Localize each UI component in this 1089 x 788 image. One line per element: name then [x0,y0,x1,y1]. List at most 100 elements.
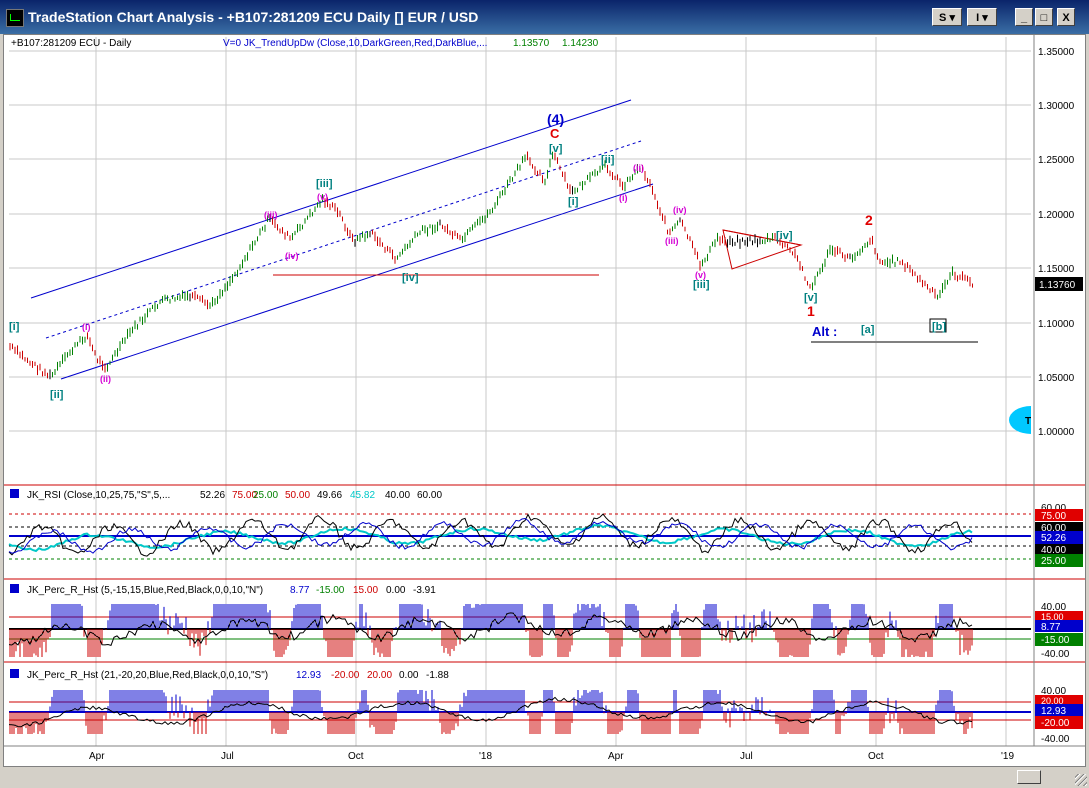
perc-r-1-line[interactable] [8,612,973,647]
perc-r-1-histogram[interactable] [9,604,973,657]
price-tick: 1.35000 [1038,47,1075,58]
symbol-link-s-button[interactable]: S ▾ [932,8,962,26]
perc-r-1-value: -3.91 [413,585,436,596]
perc-r-1-tag-15 [1035,611,1083,620]
perc-r-2-tag-20-text: 20.00 [1041,696,1064,706]
minimize-button[interactable]: _ [1015,8,1033,26]
tradestation-app-icon[interactable] [6,9,24,27]
triangle-upper-line[interactable] [722,229,802,246]
wave-label-v-right-small: (v) [695,270,706,280]
price-tick: 1.30000 [1038,101,1075,112]
time-tick: Oct [348,751,364,762]
rsi-tag-75-text: 75.00 [1041,511,1066,522]
perc-r-1-value: 0.00 [386,585,406,596]
rsi-value: 40.00 [385,490,410,501]
wave-label-1: 1 [807,303,815,319]
wave-label-a: [a] [861,324,875,336]
perc-r-2-tag-m20-text: -20.00 [1041,718,1070,729]
perc-r-pane-1[interactable]: JK_Perc_R_Hst (5,-15,15,Blue,Red,Black,0… [8,584,1083,660]
price-axis[interactable]: 1.35000 1.30000 1.25000 1.20000 1.15000 … [1038,47,1075,438]
perc-r-1-tag-current [1035,620,1083,632]
widget-t-label: T [1025,416,1031,427]
rsi-indicator-icon[interactable] [10,489,19,498]
perc-r-1-value: -15.00 [316,585,345,596]
wave-label-ii-small: (ii) [633,163,644,173]
wave-label-i-mid: [i] [568,196,579,208]
close-button[interactable]: X [1057,8,1075,26]
rsi-smoothed-line[interactable] [8,517,973,554]
time-axis[interactable]: Apr Jul Oct '18 Apr Jul Oct '19 [89,751,1014,762]
resize-grip-icon[interactable] [1075,774,1087,786]
wave-label-iv-triangle: [iv] [776,230,793,242]
rsi-value: 49.66 [317,490,342,501]
perc-r-1-tag-m15 [1035,633,1083,646]
price-tick: 1.25000 [1038,155,1075,166]
upper-channel-line[interactable] [30,99,632,299]
rsi-value: 25.00 [253,490,278,501]
wave-label-ii-left: [ii] [50,389,64,401]
horizontal-scrollbar[interactable] [0,767,1089,788]
perc-r-2-indicator-icon[interactable] [10,669,19,678]
symbol-link-i-button[interactable]: I ▾ [967,8,997,26]
perc-r-1-value: 15.00 [353,585,378,596]
trend-indicator-header: V=0 JK_TrendUpDw (Close,10,DarkGreen,Red… [223,38,487,49]
perc-r-2-value: 20.00 [367,670,392,681]
price-bars[interactable] [9,151,973,380]
minimize-icon: _ [1020,12,1028,24]
perc-r-1-tag-m15-text: -15.00 [1041,635,1070,646]
rsi-tag-60 [1035,522,1083,531]
price-tick: 1.00000 [1038,427,1075,438]
wave-label-ii-top: [ii] [601,154,615,166]
wave-label-iii-small: (iii) [264,210,278,220]
rsi-value: 60.00 [417,490,442,501]
wave-label-iv-small: (iv) [285,251,299,261]
alt-label: Alt : [812,324,837,339]
perc-r-2-axis-bottom: -40.00 [1041,734,1070,745]
wave-label-iv-right: (iv) [673,205,687,215]
perc-r-1-tag-current-text: 8.77 [1041,622,1061,633]
time-tick: Jul [740,751,753,762]
rsi-pane[interactable]: JK_RSI (Close,10,25,75,"S",5,... 52.26 7… [8,489,1083,567]
perc-r-pane-2[interactable]: JK_Perc_R_Hst (21,-20,20,Blue,Red,Black,… [8,669,1083,745]
rsi-tag-75 [1035,509,1083,521]
perc-r-1-value: 8.77 [290,585,310,596]
perc-r-1-indicator-icon[interactable] [10,584,19,593]
maximize-button[interactable]: □ [1035,8,1053,26]
rsi-tag-25-text: 25.00 [1041,556,1066,567]
perc-r-2-value: 0.00 [399,670,419,681]
rsi-axis-label: 60.00 [1041,503,1066,514]
wave-label-v-top: [v] [549,143,563,155]
scroll-thumb[interactable] [1017,770,1041,784]
rsi-signal-line[interactable] [8,524,973,553]
wave-label-b: [b] [932,321,946,333]
wave-label-v-small: (v) [317,192,328,202]
wave-label-iv-main: [iv] [402,272,419,284]
price-tick: 1.15000 [1038,264,1075,275]
price-tick: 1.20000 [1038,210,1075,221]
rsi-line[interactable] [8,513,973,557]
time-tick: '19 [1001,751,1014,762]
mid-channel-line[interactable] [45,140,642,339]
wave-label-v-low: [v] [804,292,818,304]
symbol-label: +B107:281209 ECU - Daily [11,38,131,49]
wave-label-c: C [550,126,560,141]
maximize-icon: □ [1040,12,1048,24]
dropdown-arrow-icon: ▾ [949,12,955,24]
title-bar: TradeStation Chart Analysis - +B107:2812… [0,0,1089,34]
wave-label-iii-cap: [iii] [316,178,333,190]
perc-r-1-header: JK_Perc_R_Hst (5,-15,15,Blue,Red,Black,0… [27,585,263,596]
perc-r-2-histogram[interactable] [9,690,973,734]
lower-channel-line[interactable] [60,183,654,380]
rsi-header: JK_RSI (Close,10,25,75,"S",5,... [27,490,170,501]
tradestation-widget-shape[interactable] [1009,406,1031,434]
chart-window[interactable]: +B107:281209 ECU - Daily V=0 JK_TrendUpD… [3,34,1086,767]
chart-canvas[interactable]: +B107:281209 ECU - Daily V=0 JK_TrendUpD… [4,35,1085,766]
time-tick: Apr [89,751,105,762]
perc-r-2-tag-m20 [1035,716,1083,729]
wave-label-b-box [929,318,947,333]
rsi-value: 45.82 [350,490,375,501]
rsi-tag-25 [1035,554,1083,567]
perc-r-2-line[interactable] [8,696,973,728]
perc-r-2-axis-top: 40.00 [1041,686,1066,697]
price-pane[interactable]: +B107:281209 ECU - Daily V=0 JK_TrendUpD… [9,38,1083,438]
